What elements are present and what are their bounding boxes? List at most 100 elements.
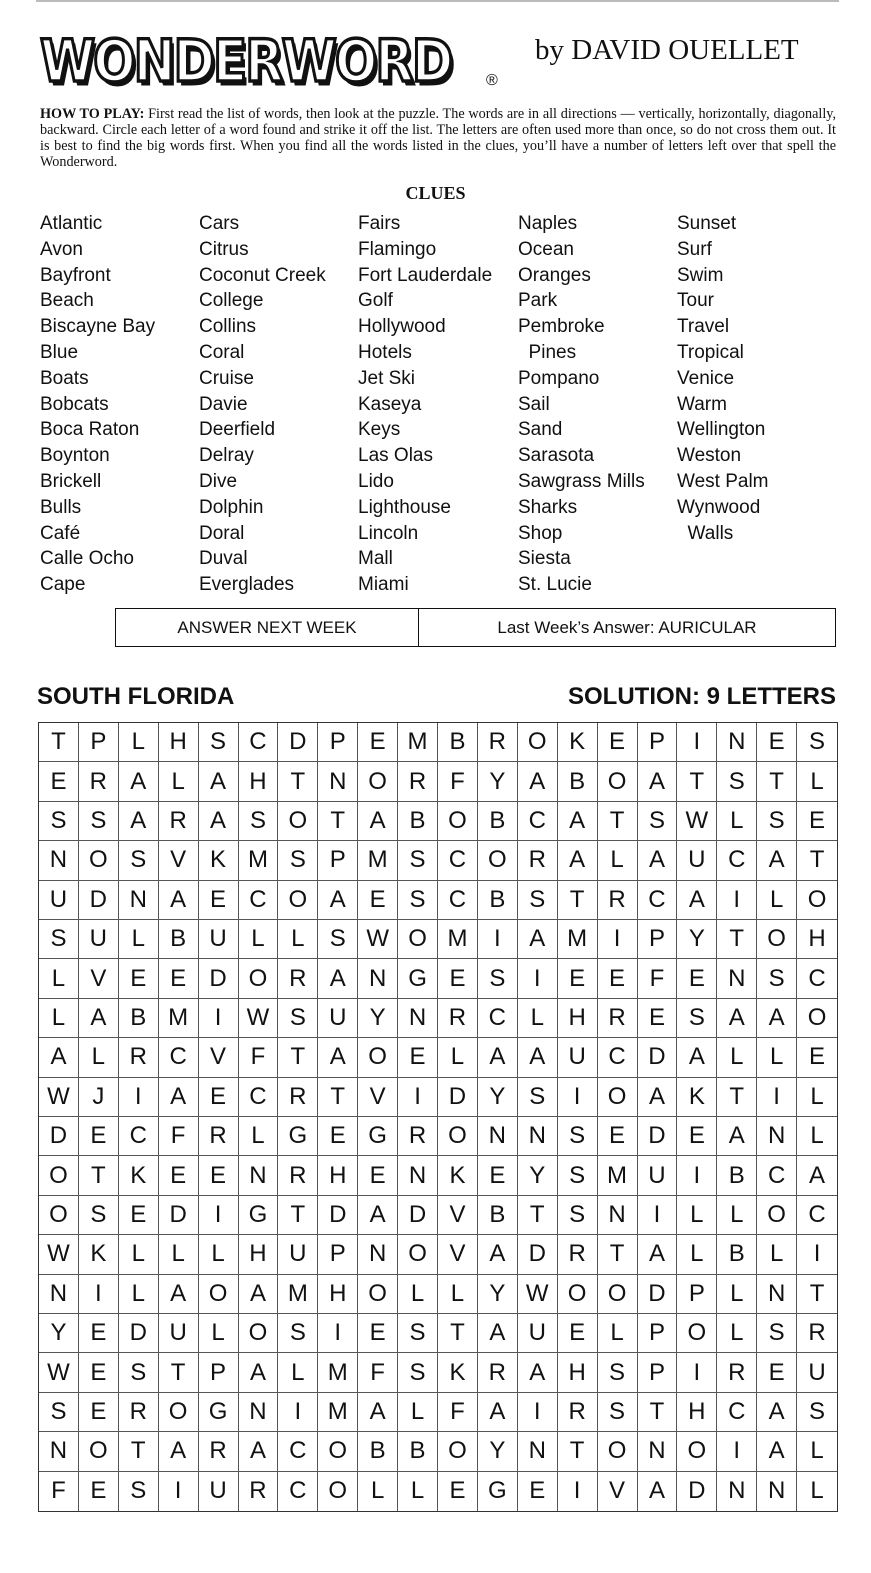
clue-word[interactable]: Mall [358, 548, 393, 570]
clue-word[interactable]: Cars [199, 213, 240, 234]
grid-cell[interactable]: F [358, 1353, 399, 1393]
grid-cell[interactable]: S [78, 1195, 119, 1236]
grid-cell[interactable]: I [637, 1195, 678, 1236]
grid-cell[interactable]: C [637, 880, 678, 920]
grid-cell[interactable]: T [318, 1077, 359, 1117]
grid-cell[interactable]: D [78, 880, 119, 920]
grid-cell[interactable]: A [557, 801, 598, 842]
grid-cell[interactable]: H [158, 723, 199, 763]
grid-cell[interactable]: L [118, 723, 159, 763]
grid-cell[interactable]: F [158, 1117, 199, 1157]
grid-cell[interactable]: H [797, 920, 837, 960]
grid-cell[interactable]: N [39, 1432, 79, 1472]
grid-cell[interactable]: R [398, 762, 438, 802]
grid-cell[interactable]: E [78, 1314, 119, 1354]
grid-cell[interactable]: C [118, 1117, 159, 1157]
grid-cell[interactable]: I [517, 959, 558, 999]
grid-cell[interactable]: Y [39, 1314, 79, 1354]
grid-cell[interactable]: O [677, 1314, 718, 1354]
grid-cell[interactable]: T [717, 1077, 758, 1117]
grid-cell[interactable]: O [78, 1432, 119, 1472]
grid-cell[interactable]: E [158, 1156, 199, 1196]
grid-cell[interactable]: O [238, 1314, 279, 1354]
grid-cell[interactable]: N [398, 1156, 438, 1196]
grid-cell[interactable]: D [278, 723, 319, 763]
grid-cell[interactable]: B [158, 920, 199, 960]
grid-cell[interactable]: E [677, 959, 718, 999]
grid-cell[interactable]: Y [477, 1274, 518, 1314]
grid-cell[interactable]: S [398, 841, 438, 881]
grid-cell[interactable]: L [358, 1471, 399, 1511]
grid-cell[interactable]: C [278, 1471, 319, 1511]
grid-cell[interactable]: R [78, 762, 119, 802]
grid-cell[interactable]: B [717, 1235, 758, 1275]
grid-cell[interactable]: S [118, 1353, 159, 1393]
grid-cell[interactable]: T [677, 762, 718, 802]
grid-cell[interactable]: U [198, 920, 239, 960]
grid-cell[interactable]: D [517, 1235, 558, 1275]
grid-cell[interactable]: A [517, 1353, 558, 1393]
grid-cell[interactable]: O [358, 1038, 399, 1078]
clue-word[interactable]: St. Lucie [518, 574, 592, 596]
grid-cell[interactable]: O [757, 1195, 798, 1236]
grid-cell[interactable]: L [39, 998, 79, 1039]
grid-cell[interactable]: D [677, 1471, 718, 1511]
grid-cell[interactable]: E [557, 1314, 598, 1354]
grid-cell[interactable]: P [637, 1353, 678, 1393]
grid-cell[interactable]: A [477, 1392, 518, 1433]
grid-cell[interactable]: Y [358, 998, 399, 1039]
grid-cell[interactable]: O [238, 959, 279, 999]
clue-word[interactable]: Tour [677, 290, 714, 312]
grid-cell[interactable]: C [477, 998, 518, 1039]
grid-cell[interactable]: E [597, 723, 638, 763]
grid-cell[interactable]: T [318, 801, 359, 842]
grid-cell[interactable]: O [557, 1274, 598, 1314]
clue-word[interactable]: Hotels [358, 341, 412, 363]
grid-cell[interactable]: E [757, 723, 798, 763]
grid-cell[interactable]: D [198, 959, 239, 999]
grid-cell[interactable]: W [39, 1077, 79, 1117]
grid-cell[interactable]: Y [477, 762, 518, 802]
grid-cell[interactable]: A [757, 841, 798, 881]
grid-cell[interactable]: A [318, 1038, 359, 1078]
grid-cell[interactable]: O [158, 1392, 199, 1433]
grid-cell[interactable]: M [597, 1156, 638, 1196]
grid-cell[interactable]: H [238, 762, 279, 802]
clue-word[interactable]: Dive [199, 470, 238, 492]
clue-word[interactable]: Coral [199, 341, 245, 363]
grid-cell[interactable]: L [597, 1314, 638, 1354]
grid-cell[interactable]: O [39, 1156, 79, 1196]
clue-word[interactable]: Fort Lauderdale [358, 264, 493, 286]
clue-word[interactable]: Surf [677, 238, 712, 260]
clue-word[interactable]: Warm [677, 393, 727, 415]
grid-cell[interactable]: A [677, 1038, 718, 1078]
grid-cell[interactable]: S [398, 880, 438, 920]
grid-cell[interactable]: W [358, 920, 399, 960]
grid-cell[interactable]: I [118, 1077, 159, 1117]
grid-cell[interactable]: L [677, 1235, 718, 1275]
grid-cell[interactable]: A [637, 762, 678, 802]
grid-cell[interactable]: D [438, 1077, 478, 1117]
grid-cell[interactable]: S [757, 801, 798, 842]
clue-word[interactable]: Pembroke [518, 316, 605, 338]
grid-cell[interactable]: V [198, 1038, 239, 1078]
grid-cell[interactable]: E [597, 959, 638, 999]
grid-cell[interactable]: B [717, 1156, 758, 1196]
grid-cell[interactable]: T [158, 1353, 199, 1393]
grid-cell[interactable]: N [477, 1117, 518, 1157]
grid-cell[interactable]: P [318, 723, 359, 763]
grid-cell[interactable]: T [717, 920, 758, 960]
grid-cell[interactable]: C [278, 1432, 319, 1472]
grid-cell[interactable]: N [717, 1471, 758, 1511]
grid-cell[interactable]: L [797, 762, 837, 802]
grid-cell[interactable]: K [557, 723, 598, 763]
grid-cell[interactable]: E [118, 959, 159, 999]
grid-cell[interactable]: U [158, 1314, 199, 1354]
grid-cell[interactable]: L [39, 959, 79, 999]
clue-word[interactable]: Keys [358, 419, 401, 441]
grid-cell[interactable]: U [557, 1038, 598, 1078]
grid-cell[interactable]: W [677, 801, 718, 842]
clue-word[interactable]: Naples [518, 213, 578, 234]
grid-cell[interactable]: R [717, 1353, 758, 1393]
grid-cell[interactable]: A [637, 841, 678, 881]
